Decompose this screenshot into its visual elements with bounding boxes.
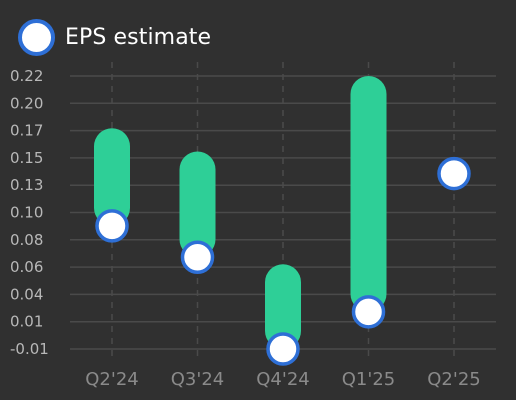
legend: EPS estimate <box>18 18 211 56</box>
legend-label: EPS estimate <box>65 24 212 50</box>
y-tick-label: 0.20 <box>10 94 43 112</box>
range-bar <box>350 76 387 312</box>
x-tick-label: Q3'24 <box>171 369 224 390</box>
eps-estimate-point <box>180 240 215 274</box>
y-tick-label: 0.06 <box>10 258 43 276</box>
range-bar <box>94 128 130 226</box>
legend-marker-icon <box>18 18 55 56</box>
eps-estimate-point <box>437 156 471 191</box>
y-tick-label: 0.22 <box>10 67 43 85</box>
range-bar <box>179 151 216 258</box>
range-bar <box>265 264 301 349</box>
y-tick-label: 0.15 <box>10 149 43 167</box>
eps-estimate-point <box>95 209 129 243</box>
x-tick-label: Q4'24 <box>256 369 309 390</box>
y-tick-label: 0.04 <box>10 285 43 303</box>
y-tick-label: 0.10 <box>10 204 43 222</box>
y-tick-label: 0.01 <box>10 313 43 331</box>
eps-estimate-point <box>351 295 386 329</box>
x-tick-label: Q2'25 <box>427 369 480 390</box>
x-tick-label: Q1'25 <box>342 369 395 390</box>
y-tick-label: -0.01 <box>10 340 49 358</box>
y-tick-label: 0.17 <box>10 122 43 140</box>
x-tick-label: Q2'24 <box>85 369 138 390</box>
y-tick-label: 0.08 <box>10 231 43 249</box>
y-tick-label: 0.13 <box>10 176 43 194</box>
eps-estimate-point <box>266 332 300 366</box>
